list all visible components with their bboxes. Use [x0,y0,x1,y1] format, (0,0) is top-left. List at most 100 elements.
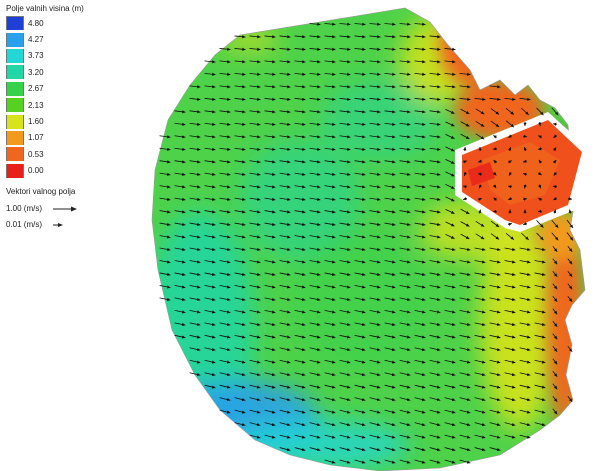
vector-arrow [508,160,512,164]
vector-arrow [508,197,512,201]
vector-arrow [324,297,336,302]
vector-arrow [249,35,261,39]
vector-arrow [189,260,201,264]
vector-arrow [399,97,411,101]
vector-arrow [279,222,291,226]
vector-arrow [460,121,470,127]
vector-arrow [189,272,201,277]
vector-arrow [159,222,171,226]
vector-arrow [219,110,231,114]
vector-arrow [463,146,467,152]
vector-arrow [504,384,516,389]
vector-arrow [414,447,426,452]
vector-arrow [264,97,276,101]
vector-arrow [369,185,381,189]
vector-arrow [294,260,306,264]
vector-arrow [474,372,486,377]
vector-legend-title: Vektori valnog polja [6,186,76,196]
vector-arrow [414,47,426,51]
vector-arrow [264,272,276,277]
vector-arrow [369,297,381,302]
vector-arrow [399,85,411,89]
legend-label: 2.67 [28,84,44,94]
vector-arrow [444,247,456,251]
vector-arrow [309,135,321,139]
vector-arrow [459,459,471,464]
vector-arrow [324,434,336,439]
vector-arrow [234,422,246,427]
vector-arrow [354,72,366,76]
vector-arrow [538,159,542,164]
vector-arrow [309,260,321,264]
legend: Polje valnih visina (m) 4.80 4.27 3.73 3… [6,4,116,233]
vector-arrow [249,409,261,414]
vector-arrow [459,447,471,452]
vector-arrow [264,372,276,377]
vector-arrow [234,359,246,364]
vector-arrow [354,35,366,39]
vector-arrow [354,309,366,314]
vector-arrow [414,347,426,352]
vector-arrow [489,334,501,339]
vector-arrow [536,232,544,241]
vector-arrow [384,359,396,364]
vector-arrow [474,285,486,289]
vector-arrow [324,22,336,26]
vector-arrow [463,171,467,177]
vector-arrow [354,172,366,176]
vector-arrow [474,359,486,364]
vector-arrow [384,210,396,214]
vector-arrow [519,322,531,327]
vector-arrow [204,297,216,302]
vector-arrow [444,347,456,352]
vector-arrow [369,235,381,239]
vector-arrow [234,197,246,201]
vector-arrow [369,359,381,364]
vector-arrow [384,35,396,39]
vector-arrow [553,172,557,176]
vector-arrow [429,85,441,89]
vector-arrow [384,22,396,26]
vector-arrow [474,397,486,402]
vector-arrow [369,447,381,452]
harbour-inner [482,142,560,205]
vector-arrow [474,322,486,327]
vector-arrow [249,285,261,289]
vector-arrow [399,359,411,364]
vector-arrow [444,97,456,101]
vector-arrow [234,372,246,377]
vector-arrow [459,285,471,289]
vector-arrow [189,185,201,189]
vector-arrow [294,197,306,201]
vector-arrow [459,322,471,327]
vector-arrow [489,422,501,427]
vector-arrow [204,135,216,139]
legend-entry: 2.13 [6,97,116,113]
vector-arrow [234,260,246,264]
vector-arrow [279,160,291,164]
legend-swatch [6,163,24,178]
vector-arrow [219,409,231,414]
vector-arrow [369,160,381,164]
vector-arrow [324,359,336,364]
vector-arrow [507,222,513,226]
vector-arrow [414,160,426,164]
vector-arrow [189,309,201,314]
vector-arrow [279,85,291,89]
vector-arrow [324,272,336,277]
vector-arrow [493,159,497,164]
vector-arrow [204,197,216,201]
vector-arrow [534,347,546,352]
vector-arrow [369,247,381,251]
vector-arrow [189,334,201,339]
vector-arrow [264,309,276,314]
vector-arrow [189,322,201,327]
legend-label: 4.80 [28,18,44,28]
vector-arrow [174,272,186,277]
vector-arrow [249,122,261,126]
vector-arrow [189,372,201,377]
vector-arrow [309,422,321,427]
vector-arrow [234,347,246,352]
vector-arrow [414,60,426,64]
vector-arrow [459,384,471,389]
